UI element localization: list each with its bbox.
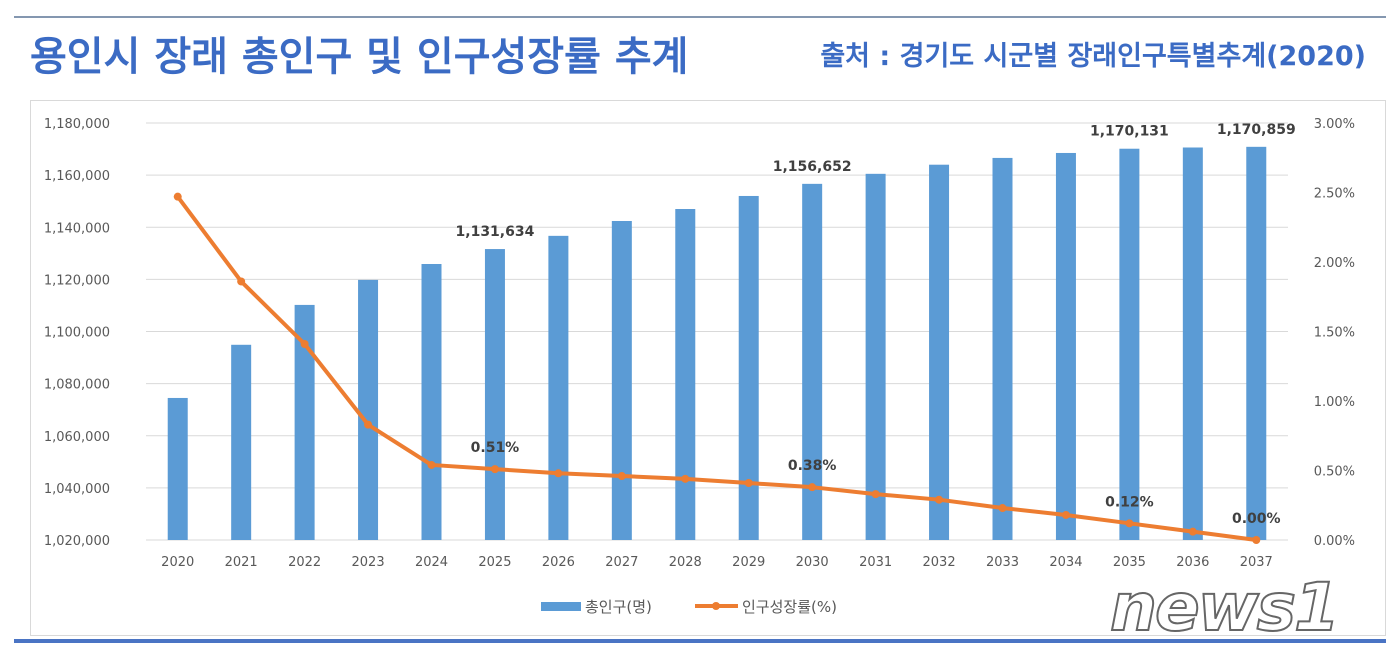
legend-line-marker [712,602,720,610]
line-point-2037 [1252,536,1261,544]
line-data-label: 0.51% [471,440,520,456]
growth-rate-line [176,195,1257,542]
page-title: 용인시 장래 총인구 및 인구성장률 추계 [30,34,689,80]
legend-label-population: 총인구(명) [585,598,652,616]
line-point-2021 [237,277,246,286]
line-point-2023 [364,420,373,429]
top-rule [14,16,1386,18]
news1-watermark-logo: news1 [1109,569,1341,646]
line-point-2029 [744,479,753,488]
y-left-tick-label: 1,100,000 [44,326,110,341]
y-left-tick-label: 1,180,000 [44,117,110,132]
x-tick-label: 2029 [732,555,765,570]
x-tick-label: 2034 [1049,555,1082,570]
x-tick-label: 2021 [225,555,258,570]
x-tick-label: 2031 [859,555,892,570]
bar-data-label: 1,170,131 [1090,124,1169,140]
x-tick-label: 2036 [1176,555,1209,570]
line-point-2033 [998,504,1007,513]
x-tick-label: 2035 [1113,555,1146,570]
bar-data-label: 1,131,634 [456,224,535,240]
bar-2024 [421,263,442,540]
legend-bar-swatch [541,602,581,611]
source-note: 출처 : 경기도 시군별 장래인구특별추계(2020) [820,41,1366,72]
line-data-label: 0.00% [1232,511,1281,527]
bar-2023 [358,279,379,540]
line-point-2027 [617,472,626,481]
bar-2034 [1055,152,1076,541]
x-tick-label: 2024 [415,555,448,570]
bar-2029 [738,195,759,540]
bar-2031 [865,173,886,540]
x-tick-label: 2033 [986,555,1019,570]
bar-2028 [675,209,696,540]
y-right-tick-label: 2.00% [1314,256,1355,271]
line-point-2026 [554,469,563,478]
x-tick-label: 2037 [1240,555,1273,570]
y-left-tick-label: 1,040,000 [44,482,110,497]
line-point-2022 [300,340,309,349]
x-tick-label: 2026 [542,555,575,570]
y-right-tick-label: 0.00% [1314,534,1355,549]
bar-data-label: 1,156,652 [773,159,852,175]
line-data-label: 0.12% [1105,494,1154,510]
line-data-label: 0.38% [788,458,837,474]
y-left-tick-label: 1,120,000 [44,273,110,288]
line-point-2035 [1125,519,1134,528]
legend-label-growth-rate: 인구성장률(%) [742,598,837,616]
line-point-2024 [427,460,436,469]
y-right-tick-label: 0.50% [1314,465,1355,480]
y-right-tick-label: 2.50% [1314,187,1355,202]
bar-2037 [1246,146,1267,540]
y-left-tick-label: 1,160,000 [44,169,110,184]
bar-2030 [802,183,823,541]
line-point-2028 [681,474,690,483]
line-point-2034 [1061,510,1070,519]
bottom-rule [14,639,1386,643]
y-right-tick-label: 1.50% [1314,326,1355,341]
line-point-2020 [173,192,182,201]
bar-2035 [1119,148,1140,541]
bar-2020 [167,397,188,540]
y-right-tick-label: 1.00% [1314,395,1355,410]
x-tick-label: 2030 [796,555,829,570]
y-right-tick-label: 3.00% [1314,117,1355,132]
bar-2033 [992,157,1013,540]
y-left-tick-label: 1,080,000 [44,378,110,393]
y-left-tick-label: 1,020,000 [44,534,110,549]
bar-2032 [929,164,950,540]
bar-2021 [231,344,252,540]
line-point-2025 [490,465,499,474]
y-left-tick-label: 1,140,000 [44,221,110,236]
x-tick-label: 2028 [669,555,702,570]
x-tick-label: 2032 [923,555,956,570]
x-tick-label: 2022 [288,555,321,570]
bar-2027 [611,220,632,540]
bar-2025 [484,249,505,540]
line-point-2031 [871,490,880,499]
x-tick-label: 2027 [605,555,638,570]
line-point-2036 [1188,527,1197,536]
bar-2026 [548,235,569,540]
bar-data-label: 1,170,859 [1217,122,1296,138]
x-tick-label: 2023 [352,555,385,570]
x-tick-label: 2025 [478,555,511,570]
y-left-tick-label: 1,060,000 [44,430,110,445]
x-tick-label: 2020 [161,555,194,570]
line-point-2032 [935,495,944,504]
line-point-2030 [808,483,817,492]
bar-2022 [294,304,315,540]
bar-2036 [1182,147,1203,540]
chart-frame [30,100,1386,636]
